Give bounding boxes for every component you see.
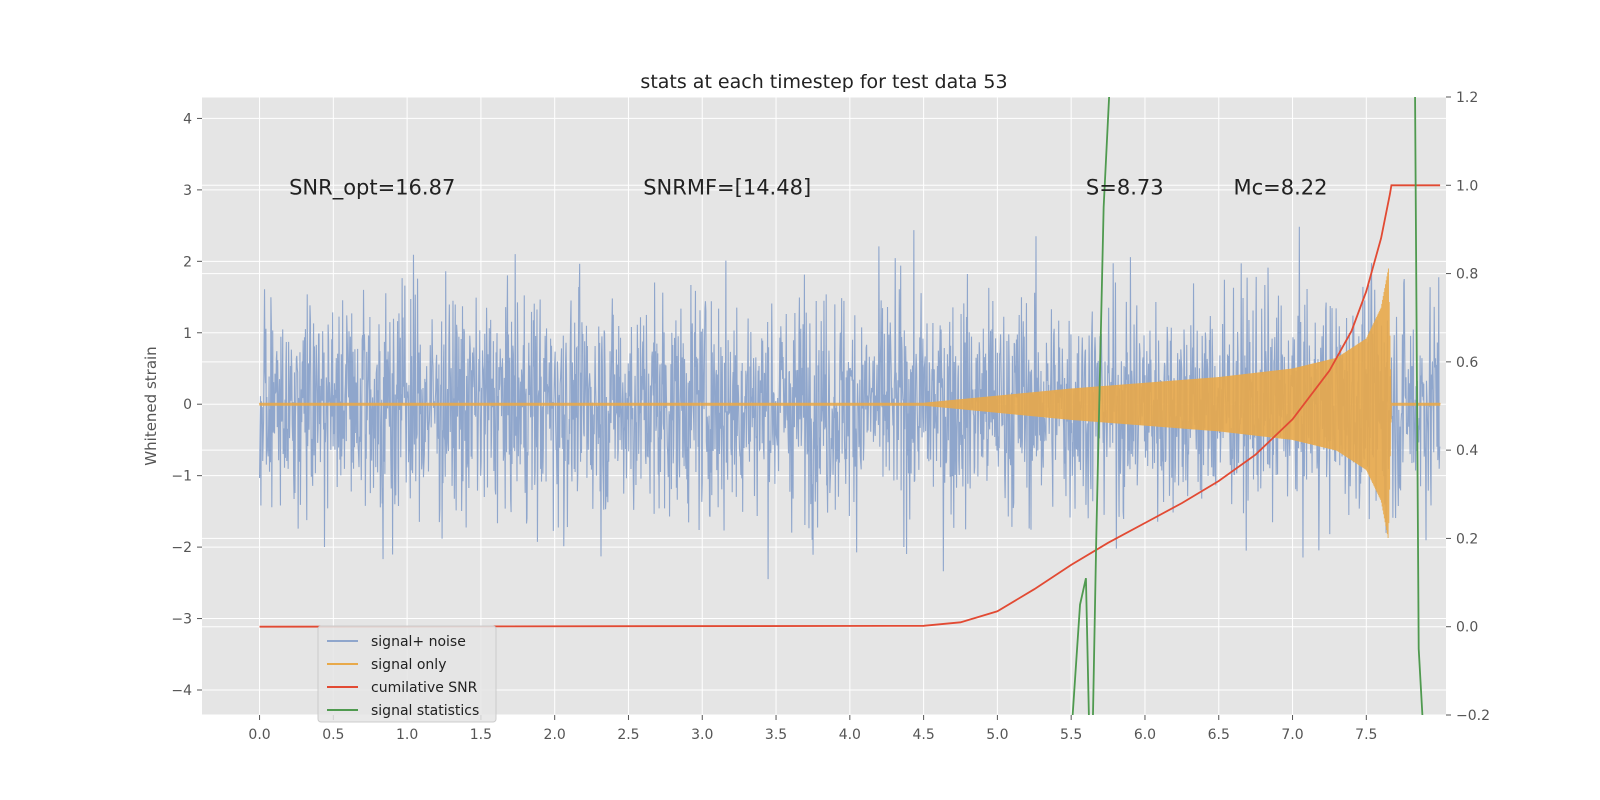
annotation-snr-mf: SNRMF=[14.48] bbox=[643, 175, 811, 199]
y2-tick-label: 0.0 bbox=[1456, 620, 1478, 636]
series-cumulative-snr bbox=[259, 184, 1441, 628]
y2-tick-label: 0.2 bbox=[1456, 531, 1478, 547]
chart-title: stats at each timestep for test data 53 bbox=[640, 71, 1007, 93]
legend-label: signal only bbox=[371, 657, 446, 673]
x-tick-label: 7.5 bbox=[1355, 727, 1377, 743]
legend-label: cumilative SNR bbox=[371, 680, 478, 696]
series-signal-only bbox=[259, 268, 1441, 538]
y-tick-label: 4 bbox=[183, 111, 192, 127]
x-tick-label: 2.0 bbox=[544, 727, 566, 743]
x-tick-label: 4.5 bbox=[912, 727, 934, 743]
series-signal-plus-noise bbox=[259, 226, 1441, 580]
y-axis-left: 4 3 2 1 0 −1 −2 −3 −4 bbox=[171, 111, 202, 699]
legend: signal+ noise signal only cumilative SNR si… bbox=[317, 625, 497, 723]
y2-tick-label: 1.0 bbox=[1456, 178, 1478, 194]
legend-label: signal statistics bbox=[371, 703, 479, 719]
x-tick-label: 1.5 bbox=[470, 727, 492, 743]
y-tick-label: 1 bbox=[183, 326, 192, 342]
x-tick-label: 0.5 bbox=[322, 727, 344, 743]
y-tick-label: 3 bbox=[183, 183, 192, 199]
annotations: SNR_opt=16.87 SNRMF=[14.48] S=8.73 Mc=8.22 bbox=[289, 175, 1327, 200]
y-tick-label: −2 bbox=[171, 540, 192, 556]
y2-tick-label: 1.2 bbox=[1456, 90, 1478, 106]
y-tick-label: −4 bbox=[171, 683, 192, 699]
annotation-mc: Mc=8.22 bbox=[1234, 175, 1328, 199]
series-signal-statistics bbox=[1071, 97, 1424, 715]
x-tick-label: 5.5 bbox=[1060, 727, 1082, 743]
x-tick-label: 6.5 bbox=[1208, 727, 1230, 743]
y2-tick-label: 0.4 bbox=[1456, 443, 1478, 459]
y-tick-label: 2 bbox=[183, 254, 192, 270]
y-tick-label: −3 bbox=[171, 612, 192, 628]
legend-label: signal+ noise bbox=[371, 634, 466, 650]
x-tick-label: 4.0 bbox=[839, 727, 861, 743]
x-tick-label: 7.0 bbox=[1281, 727, 1303, 743]
legend-box bbox=[317, 625, 497, 723]
y2-tick-label: 0.8 bbox=[1456, 267, 1478, 283]
x-tick-label: 6.0 bbox=[1134, 727, 1156, 743]
y-tick-label: −1 bbox=[171, 469, 192, 485]
annotation-s-stat: S=8.73 bbox=[1086, 175, 1164, 199]
x-tick-label: 3.5 bbox=[765, 727, 787, 743]
y2-tick-label: 0.6 bbox=[1456, 355, 1478, 371]
y2-tick-label: −0.2 bbox=[1456, 708, 1490, 724]
annotation-snr-opt: SNR_opt=16.87 bbox=[289, 175, 455, 200]
y-axis-right: 1.2 1.0 0.8 0.6 0.4 0.2 0.0 −0.2 bbox=[1446, 90, 1490, 724]
y-tick-label: 0 bbox=[183, 397, 192, 413]
x-tick-label: 1.0 bbox=[396, 727, 418, 743]
x-axis: 0.0 0.5 1.0 1.5 2.0 2.5 3.0 3.5 4.0 4.5 5.0 5.5 6.0 6… bbox=[248, 715, 1377, 743]
x-tick-label: 0.0 bbox=[248, 727, 270, 743]
x-tick-label: 5.0 bbox=[986, 727, 1008, 743]
y-axis-label: Whitened strain bbox=[142, 346, 160, 465]
x-tick-label: 3.0 bbox=[691, 727, 713, 743]
x-tick-label: 2.5 bbox=[617, 727, 639, 743]
series-layer bbox=[259, 97, 1441, 715]
